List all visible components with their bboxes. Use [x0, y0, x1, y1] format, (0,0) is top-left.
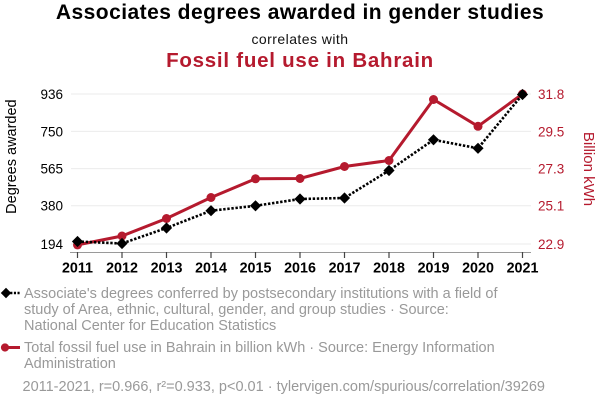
svg-text:2011: 2011 — [62, 261, 93, 277]
svg-text:2016: 2016 — [284, 261, 316, 277]
svg-text:2013: 2013 — [151, 261, 183, 277]
svg-text:2015: 2015 — [240, 261, 272, 277]
svg-text:2020: 2020 — [462, 261, 494, 277]
svg-text:27.3: 27.3 — [538, 161, 564, 176]
svg-text:750: 750 — [40, 124, 63, 139]
svg-text:31.8: 31.8 — [538, 87, 564, 102]
svg-text:2012: 2012 — [106, 261, 138, 277]
svg-text:2018: 2018 — [373, 261, 405, 277]
svg-text:2019: 2019 — [418, 261, 450, 277]
svg-text:2021: 2021 — [507, 261, 539, 277]
svg-text:29.5: 29.5 — [538, 124, 564, 139]
svg-text:565: 565 — [40, 161, 63, 176]
svg-text:380: 380 — [40, 199, 63, 214]
svg-text:936: 936 — [40, 87, 63, 102]
svg-text:Degrees awarded: Degrees awarded — [4, 99, 20, 213]
svg-text:25.1: 25.1 — [538, 199, 564, 214]
svg-text:194: 194 — [40, 237, 63, 252]
svg-text:22.9: 22.9 — [538, 237, 564, 252]
svg-text:2017: 2017 — [329, 261, 361, 277]
svg-text:Billion kWh: Billion kWh — [580, 132, 597, 206]
svg-text:2014: 2014 — [195, 261, 227, 277]
